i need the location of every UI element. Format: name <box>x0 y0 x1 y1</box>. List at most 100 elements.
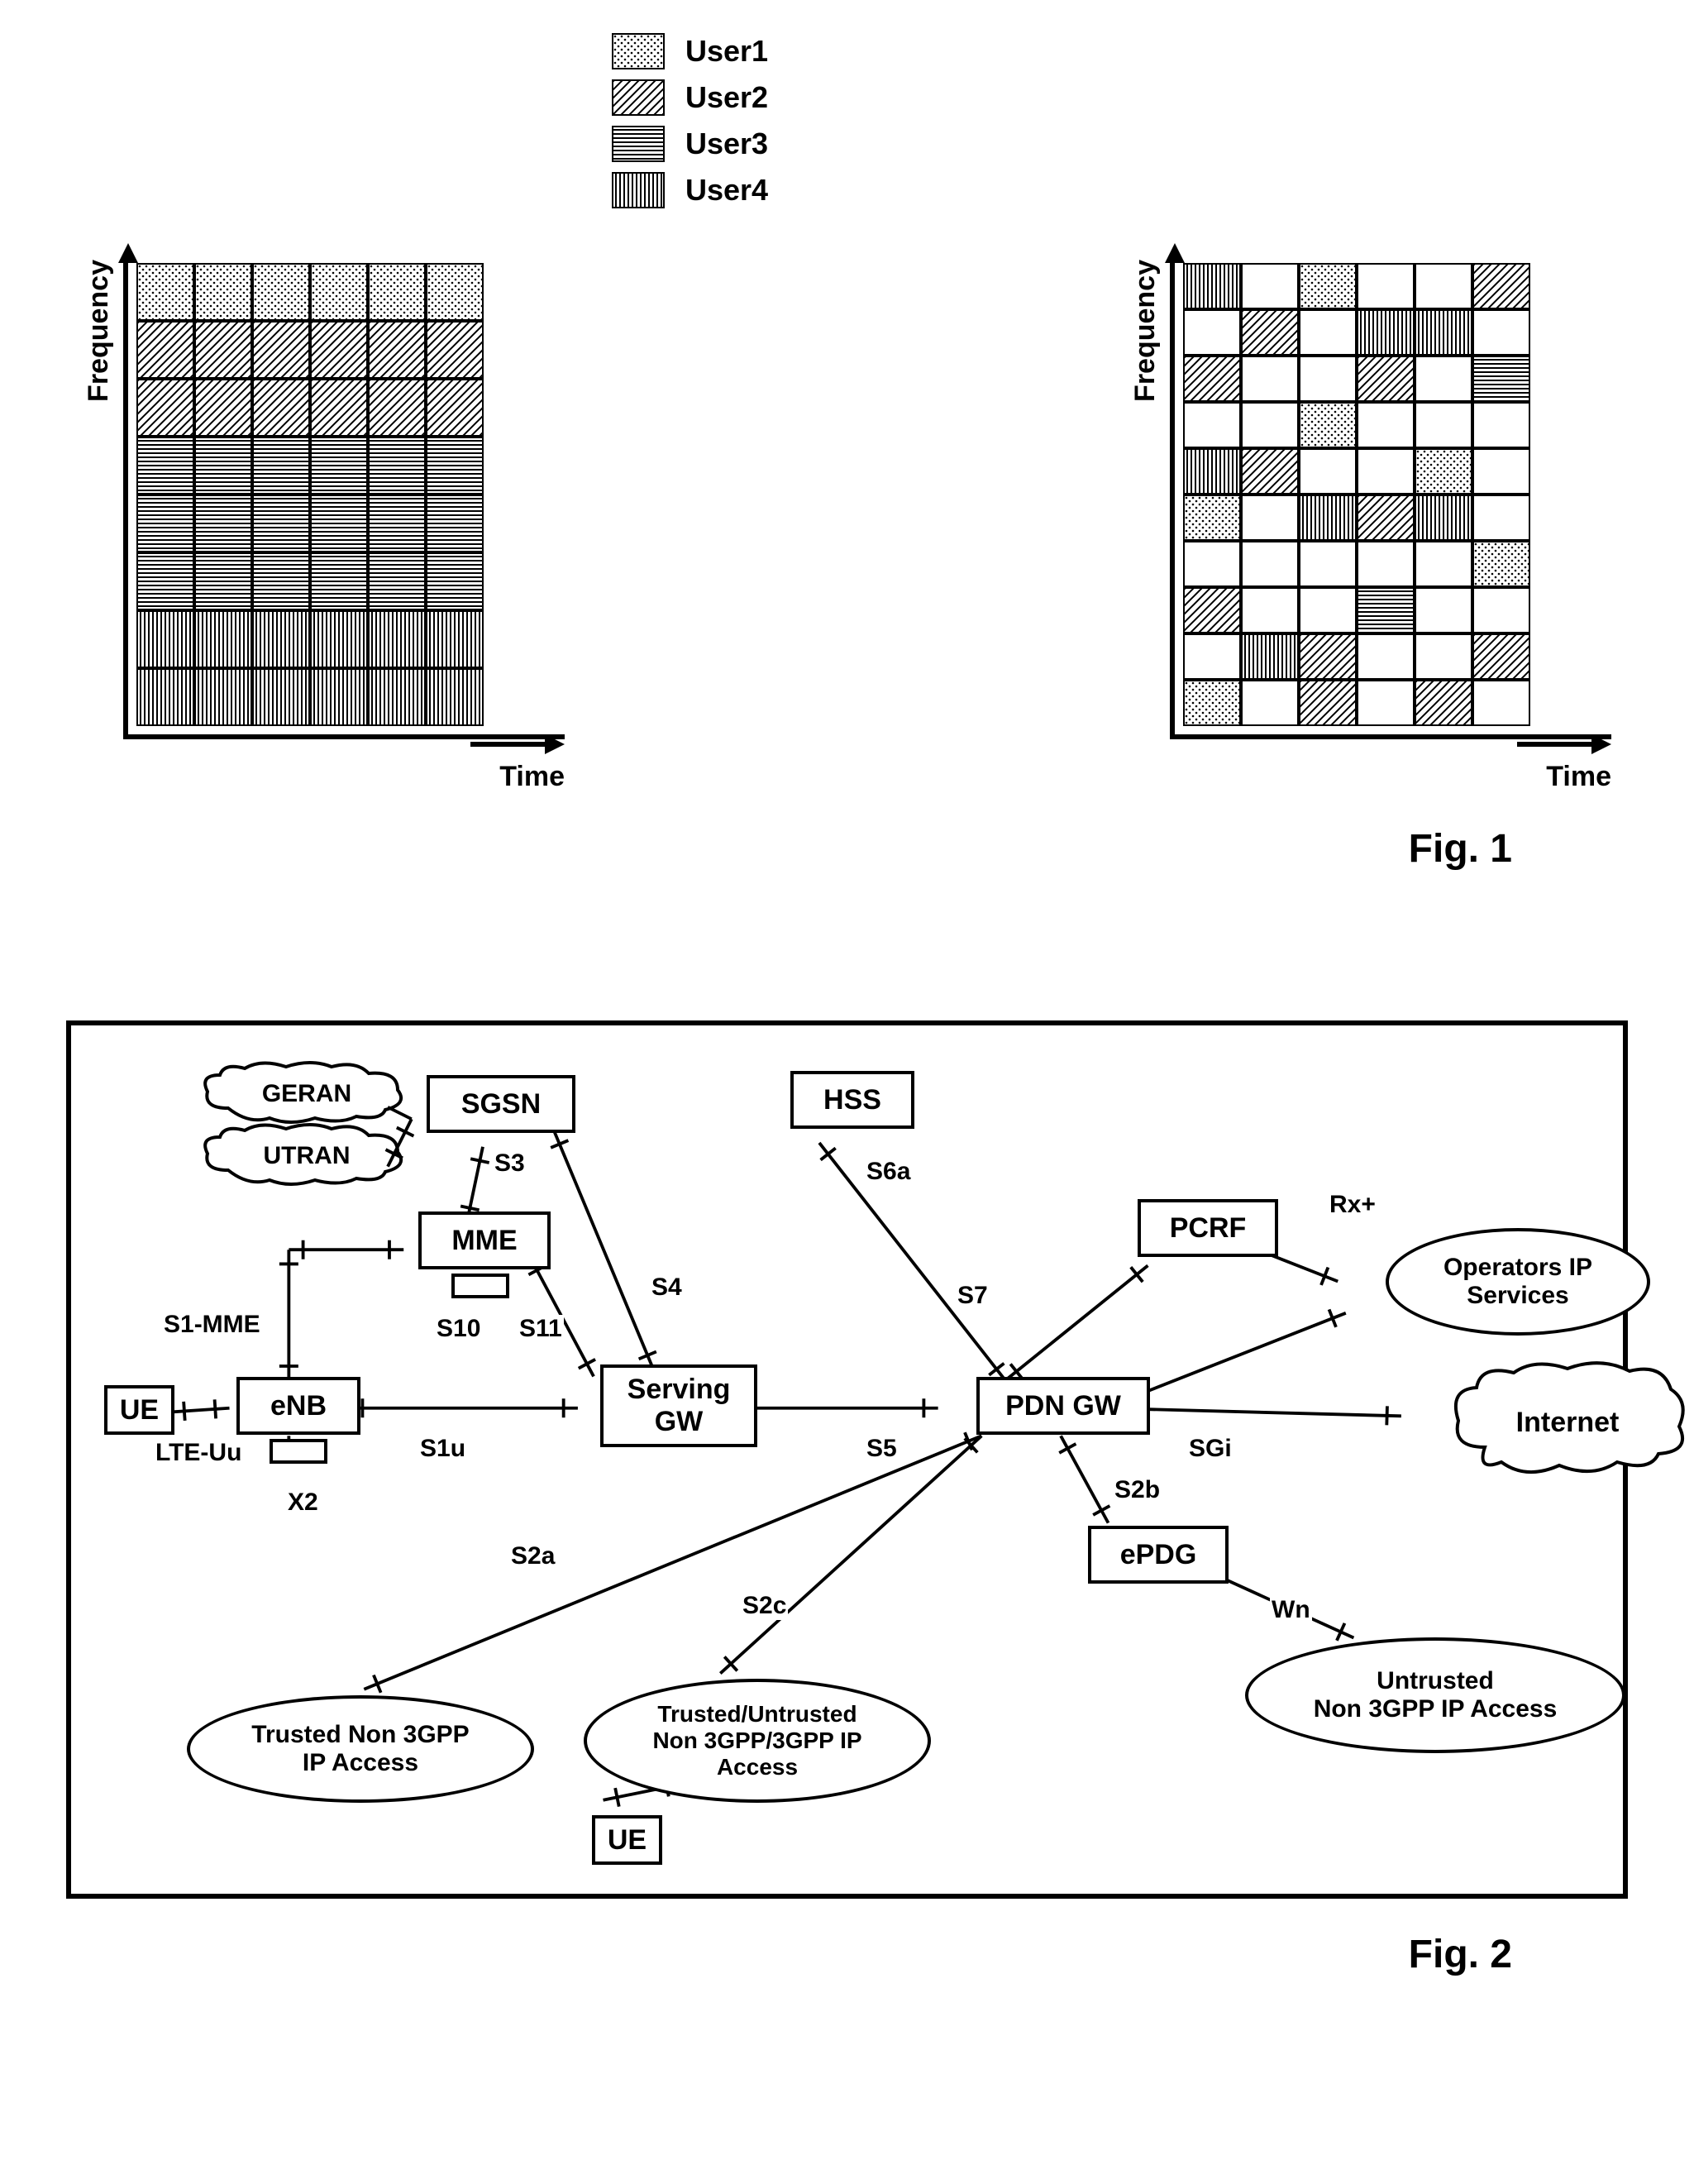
grid-cell <box>136 668 194 726</box>
enb-node: eNB <box>236 1377 360 1435</box>
internet-node: Internet <box>1477 1389 1658 1455</box>
enb-tee <box>270 1439 327 1464</box>
grid-cell <box>426 495 484 552</box>
edge-label-s7: S7 <box>956 1282 990 1310</box>
grid-cell <box>368 437 426 495</box>
grid-cell <box>310 610 368 668</box>
grid-cell <box>310 321 368 379</box>
edge-label-s1mme: S1-MME <box>162 1311 262 1339</box>
grid-cell <box>368 379 426 437</box>
grid-cell <box>1299 402 1357 448</box>
legend-label: User4 <box>685 173 768 208</box>
grid-cell <box>1472 680 1530 726</box>
grid-cell <box>1415 633 1472 680</box>
edge-label-s4: S4 <box>650 1274 684 1302</box>
grid-cell <box>1472 633 1530 680</box>
grid-cell <box>1241 309 1299 356</box>
grid-cell <box>252 379 310 437</box>
grid-cell <box>194 495 252 552</box>
grid-cell <box>1472 495 1530 541</box>
legend-item: User3 <box>612 126 1661 162</box>
grid-cell <box>310 495 368 552</box>
legend-label: User2 <box>685 80 768 115</box>
legend-item: User2 <box>612 79 1661 116</box>
grid-cell <box>368 321 426 379</box>
grid-cell <box>194 552 252 610</box>
grid-cell <box>1241 263 1299 309</box>
figure-2: GERAN UTRAN SGSN HSS MME PCRF UE eNB Ser… <box>66 1020 1628 1899</box>
grid-cell <box>1472 448 1530 495</box>
legend-swatch <box>612 79 665 116</box>
sgsn-node: SGSN <box>427 1075 575 1133</box>
trusted-non3gpp-node: Trusted Non 3GPP IP Access <box>187 1695 534 1803</box>
edge-label-s11: S11 <box>518 1315 564 1343</box>
grid-cell <box>1241 495 1299 541</box>
grid-cell <box>1415 356 1472 402</box>
edge-label-x2: X2 <box>286 1489 320 1517</box>
edge-label-s3: S3 <box>493 1149 527 1178</box>
grid-cell <box>252 552 310 610</box>
x-axis-label: Time <box>1546 761 1611 793</box>
grid-cell <box>1241 680 1299 726</box>
grid-cell <box>1472 402 1530 448</box>
grid-cell <box>368 263 426 321</box>
grid-cell <box>1415 587 1472 633</box>
grid-cell <box>252 668 310 726</box>
grid-cell <box>1183 680 1241 726</box>
epdg-node: ePDG <box>1088 1526 1229 1584</box>
edge-label-s10: S10 <box>435 1315 482 1343</box>
grid-cell <box>310 552 368 610</box>
grid-cell <box>194 321 252 379</box>
grid-cell <box>1415 402 1472 448</box>
grid-cell <box>1183 309 1241 356</box>
grid-cell <box>1299 633 1357 680</box>
grid-cell <box>426 379 484 437</box>
grid-cell <box>1241 402 1299 448</box>
grid-cell <box>1183 495 1241 541</box>
edge-label-s1u: S1u <box>418 1435 467 1463</box>
grid-cell <box>136 610 194 668</box>
grid-cell <box>1415 495 1472 541</box>
grid-cell <box>1241 448 1299 495</box>
right-chart: Frequency Time <box>1129 243 1611 793</box>
y-axis-label: Frequency <box>1129 260 1162 402</box>
grid-cell <box>1183 402 1241 448</box>
right-grid <box>1183 263 1611 726</box>
grid-cell <box>1241 587 1299 633</box>
grid-cell <box>252 437 310 495</box>
grid-cell <box>252 321 310 379</box>
grid-cell <box>426 668 484 726</box>
legend-swatch <box>612 172 665 208</box>
grid-cell <box>1357 263 1415 309</box>
grid-cell <box>1357 541 1415 587</box>
x-axis-label: Time <box>499 761 565 793</box>
legend-item: User4 <box>612 172 1661 208</box>
grid-cell <box>1415 448 1472 495</box>
utran-node: UTRAN <box>212 1133 402 1178</box>
mme-tee <box>451 1274 509 1298</box>
y-arrow-icon <box>118 243 138 263</box>
grid-cell <box>1415 263 1472 309</box>
grid-cell <box>310 668 368 726</box>
edge-label-s2a: S2a <box>509 1542 556 1570</box>
grid-cell <box>136 263 194 321</box>
ue-node: UE <box>592 1815 662 1865</box>
grid-cell <box>252 610 310 668</box>
grid-cell <box>1472 541 1530 587</box>
serving-gw-node: Serving GW <box>600 1364 757 1447</box>
grid-cell <box>368 552 426 610</box>
pcrf-node: PCRF <box>1138 1199 1278 1257</box>
grid-cell <box>1299 495 1357 541</box>
legend-label: User1 <box>685 34 768 69</box>
grid-cell <box>1299 541 1357 587</box>
grid-cell <box>368 668 426 726</box>
edge-label-wn: Wn <box>1270 1596 1312 1624</box>
grid-cell <box>310 379 368 437</box>
grid-cell <box>1472 309 1530 356</box>
grid-cell <box>252 495 310 552</box>
grid-cell <box>1357 356 1415 402</box>
edge-label-s2b: S2b <box>1113 1476 1162 1504</box>
edge-label-lteu: LTE-Uu <box>154 1439 243 1467</box>
grid-cell <box>252 263 310 321</box>
grid-cell <box>194 263 252 321</box>
